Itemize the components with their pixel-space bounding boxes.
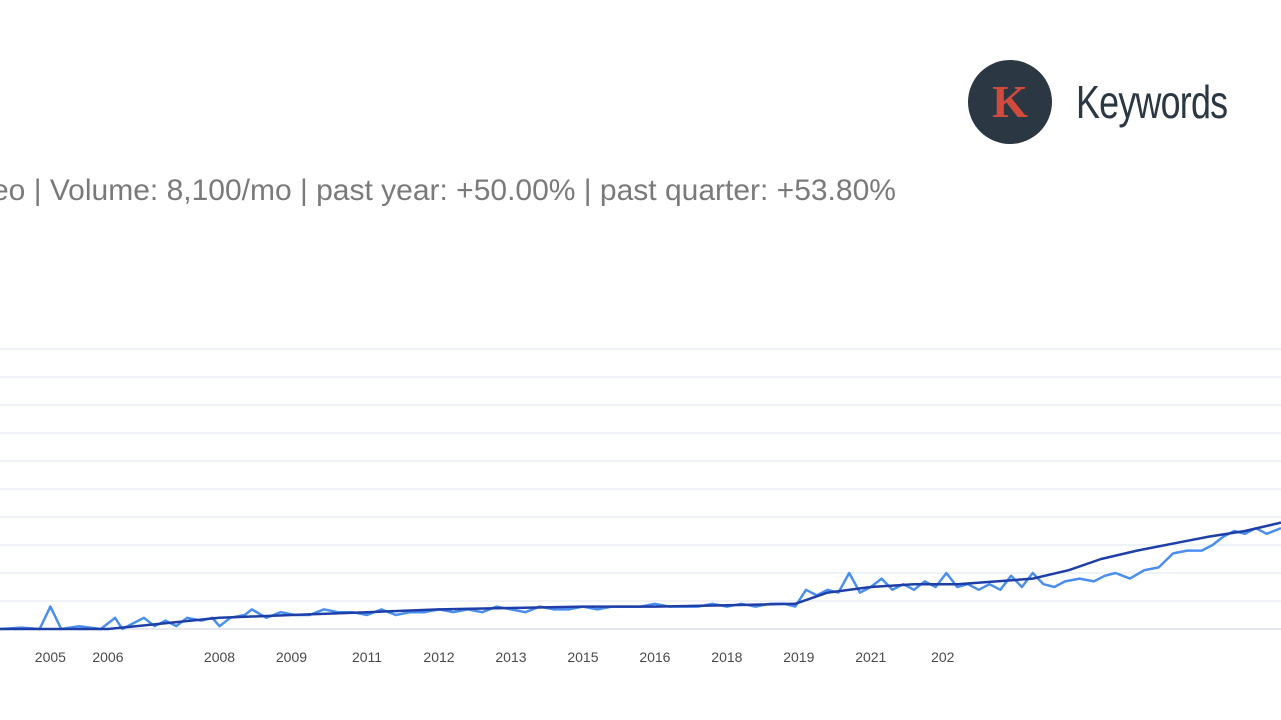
x-tick-label: 2011 <box>352 649 382 665</box>
x-tick-label: 2013 <box>495 649 526 665</box>
stats-line: eo | Volume: 8,100/mo | past year: +50.0… <box>0 174 896 207</box>
x-tick-label: 2016 <box>639 649 670 665</box>
x-tick-label: 2012 <box>423 649 454 665</box>
x-tick-label: 2005 <box>35 649 66 665</box>
x-tick-label: 2018 <box>711 649 742 665</box>
x-tick-label: 202 <box>931 649 955 665</box>
x-tick-label: 2009 <box>276 649 307 665</box>
x-tick-label: 2006 <box>92 649 123 665</box>
search-volume-line <box>0 526 1281 631</box>
brand: K Keywords <box>968 60 1270 144</box>
x-tick-label: 2008 <box>204 649 235 665</box>
logo-letter: K <box>992 76 1028 127</box>
x-tick-label: 2015 <box>567 649 598 665</box>
logo-icon: K <box>968 60 1052 144</box>
trend-line <box>0 521 1281 631</box>
x-tick-label: 2021 <box>855 649 886 665</box>
brand-name: Keywords <box>1076 76 1228 128</box>
x-tick-label: 2019 <box>783 649 814 665</box>
